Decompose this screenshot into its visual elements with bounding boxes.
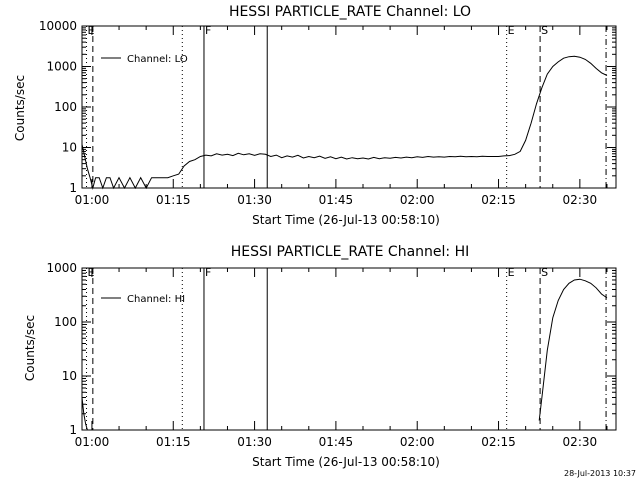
lo-x-tick-label: 01:45 xyxy=(319,193,354,207)
lo-legend-label: Channel: LO xyxy=(127,54,188,65)
lo-channel-panel: HESSI PARTICLE_RATE Channel: LO Start Ti… xyxy=(13,4,617,227)
lo-y-tick-label: 10 xyxy=(62,141,77,155)
hi-count-rate-line xyxy=(81,397,88,431)
hi-chart-title: HESSI PARTICLE_RATE Channel: HI xyxy=(231,244,469,260)
lo-event-marker-label: S xyxy=(541,24,548,37)
lo-event-marker-label: F xyxy=(205,24,211,37)
lo-y-tick-label: 10000 xyxy=(39,19,77,33)
hi-event-marker-label: F xyxy=(205,266,211,279)
hi-x-tick-label: 01:15 xyxy=(156,435,191,449)
lo-x-tick-label: 02:15 xyxy=(481,193,516,207)
hi-event-marker-label: E xyxy=(508,266,515,279)
hi-x-tick-label: 01:45 xyxy=(319,435,354,449)
lo-y-tick-label: 1 xyxy=(69,181,77,195)
lo-count-rate-line xyxy=(81,55,608,190)
hi-x-tick-label: 01:30 xyxy=(237,435,272,449)
hi-y-tick-label: 100 xyxy=(54,315,77,329)
hi-x-tick-label: 02:15 xyxy=(481,435,516,449)
hi-legend-label: Channel: HI xyxy=(127,294,185,305)
lo-x-tick-label: 02:00 xyxy=(400,193,435,207)
lo-event-marker-label: E xyxy=(88,24,95,37)
hi-plot-frame xyxy=(81,267,617,431)
hi-y-tick-label: 1000 xyxy=(46,261,77,275)
lo-event-marker-label: E xyxy=(508,24,515,37)
hi-x-tick-label: 02:00 xyxy=(400,435,435,449)
hi-y-tick-label: 10 xyxy=(62,369,77,383)
hi-x-tick-label: 01:00 xyxy=(75,435,110,449)
lo-y-axis-label: Counts/sec xyxy=(13,75,27,141)
hi-count-rate-line xyxy=(538,278,608,421)
hi-event-marker-label: E xyxy=(88,266,95,279)
lo-x-tick-label: 02:30 xyxy=(563,193,598,207)
hi-x-tick-label: 02:30 xyxy=(563,435,598,449)
lo-chart-title: HESSI PARTICLE_RATE Channel: LO xyxy=(229,4,471,20)
timestamp-label: 28-Jul-2013 10:37 xyxy=(564,469,636,478)
lo-x-tick-label: 01:00 xyxy=(75,193,110,207)
hi-y-tick-label: 1 xyxy=(69,423,77,437)
hi-event-marker-label: S xyxy=(541,266,548,279)
hi-channel-panel: HESSI PARTICLE_RATE Channel: HI Start Ti… xyxy=(23,244,617,469)
lo-y-tick-label: 1000 xyxy=(46,60,77,74)
hi-x-axis-label: Start Time (26-Jul-13 00:58:10) xyxy=(252,455,440,469)
lo-x-tick-label: 01:30 xyxy=(237,193,272,207)
lo-y-tick-label: 100 xyxy=(54,100,77,114)
hi-y-axis-label: Counts/sec xyxy=(23,315,37,381)
lo-x-axis-label: Start Time (26-Jul-13 00:58:10) xyxy=(252,213,440,227)
lo-x-tick-label: 01:15 xyxy=(156,193,191,207)
